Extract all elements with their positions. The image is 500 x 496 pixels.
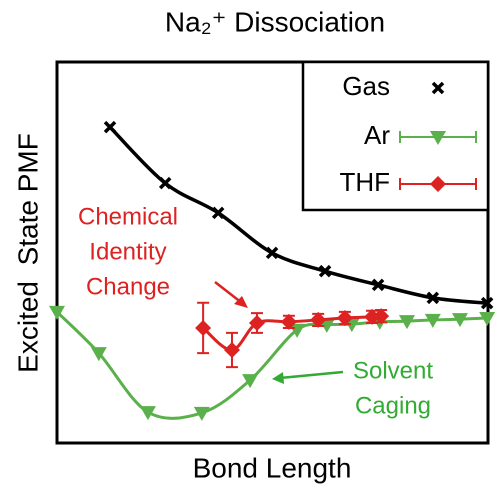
annotation-text: Caging (355, 392, 431, 419)
marker (90, 347, 107, 362)
marker (158, 176, 172, 190)
marker (248, 314, 265, 331)
marker (451, 313, 468, 328)
marker (310, 311, 327, 328)
arrow-head (234, 296, 248, 308)
marker (103, 120, 117, 134)
plot-frame (55, 60, 490, 445)
legend-marker (431, 81, 445, 95)
marker (49, 305, 65, 320)
annotation-arrow (214, 281, 243, 304)
annotation-text: Change (86, 273, 170, 300)
marker (336, 310, 353, 327)
chart-title: Na₂⁺ Dissociation (165, 6, 385, 37)
marker (242, 374, 259, 389)
marker (223, 342, 240, 359)
marker (398, 315, 415, 330)
marker (364, 308, 381, 325)
marker (139, 406, 156, 421)
annotation-text: Solvent (353, 357, 433, 384)
legend-marker (430, 131, 446, 145)
y-axis-label: Excited State PMF (12, 133, 43, 373)
marker (479, 312, 496, 327)
legend-label: Ar (364, 120, 390, 150)
marker (426, 291, 440, 305)
marker (280, 313, 297, 330)
marker (424, 313, 441, 328)
marker (373, 308, 390, 325)
marker (195, 319, 212, 336)
legend-label: THF (339, 167, 390, 197)
arrow-head (272, 372, 284, 384)
marker (318, 264, 332, 278)
marker (193, 406, 210, 421)
marker (371, 278, 385, 292)
legend-marker (430, 176, 446, 192)
x-axis-label: Bond Length (193, 452, 352, 483)
marker (211, 206, 225, 220)
legend-label: Gas (342, 71, 390, 101)
annotation-text: Identity (89, 238, 166, 265)
annotation-text: Chemical (78, 203, 178, 230)
annotation-arrow (279, 370, 344, 380)
marker (265, 246, 279, 260)
marker (480, 296, 494, 310)
